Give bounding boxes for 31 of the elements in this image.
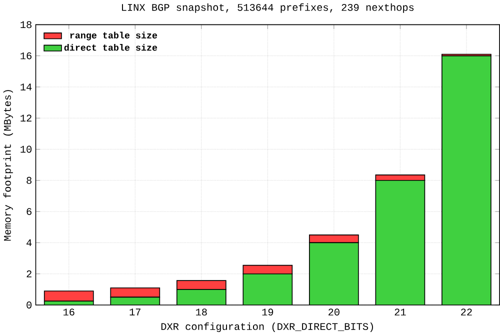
x-tick-label: 20 bbox=[328, 308, 340, 316]
bar bbox=[309, 242, 358, 305]
bar bbox=[242, 264, 293, 274]
y-tick-label: 8 bbox=[26, 176, 32, 184]
bar bbox=[243, 274, 292, 305]
x-tick-label: 22 bbox=[461, 308, 472, 316]
bar bbox=[442, 55, 492, 305]
x-tick-label: 18 bbox=[196, 308, 207, 316]
bar bbox=[376, 180, 425, 305]
bar bbox=[176, 280, 226, 290]
y-axis-title: Memory footprint (MBytes) bbox=[3, 90, 13, 240]
x-tick-label: 16 bbox=[63, 308, 74, 316]
x-axis-title: DXR configuration (DXR_DIRECT_BITS) bbox=[161, 322, 373, 332]
legend-label: direct table size bbox=[64, 44, 158, 51]
chart-title: LINX BGP snapshot, 513644 prefixes, 239 nexthops bbox=[122, 3, 414, 13]
bar bbox=[309, 234, 359, 243]
bar bbox=[176, 289, 226, 305]
y-tick-label: 6 bbox=[26, 208, 32, 215]
y-tick-label: 18 bbox=[20, 20, 32, 28]
y-tick-label: 4 bbox=[26, 239, 32, 246]
x-tick-label: 17 bbox=[130, 308, 140, 316]
bar bbox=[110, 287, 160, 298]
y-tick-label: 2 bbox=[26, 270, 32, 278]
y-tick-label: 16 bbox=[20, 52, 32, 60]
y-tick-label: 12 bbox=[20, 114, 32, 122]
x-tick-label: 19 bbox=[262, 308, 274, 316]
y-tick-label: 10 bbox=[20, 146, 32, 153]
legend-label: range table size bbox=[70, 32, 158, 40]
x-tick-label: 21 bbox=[394, 308, 406, 316]
y-tick-label: 14 bbox=[20, 83, 32, 90]
y-tick-label: 0 bbox=[26, 301, 32, 308]
